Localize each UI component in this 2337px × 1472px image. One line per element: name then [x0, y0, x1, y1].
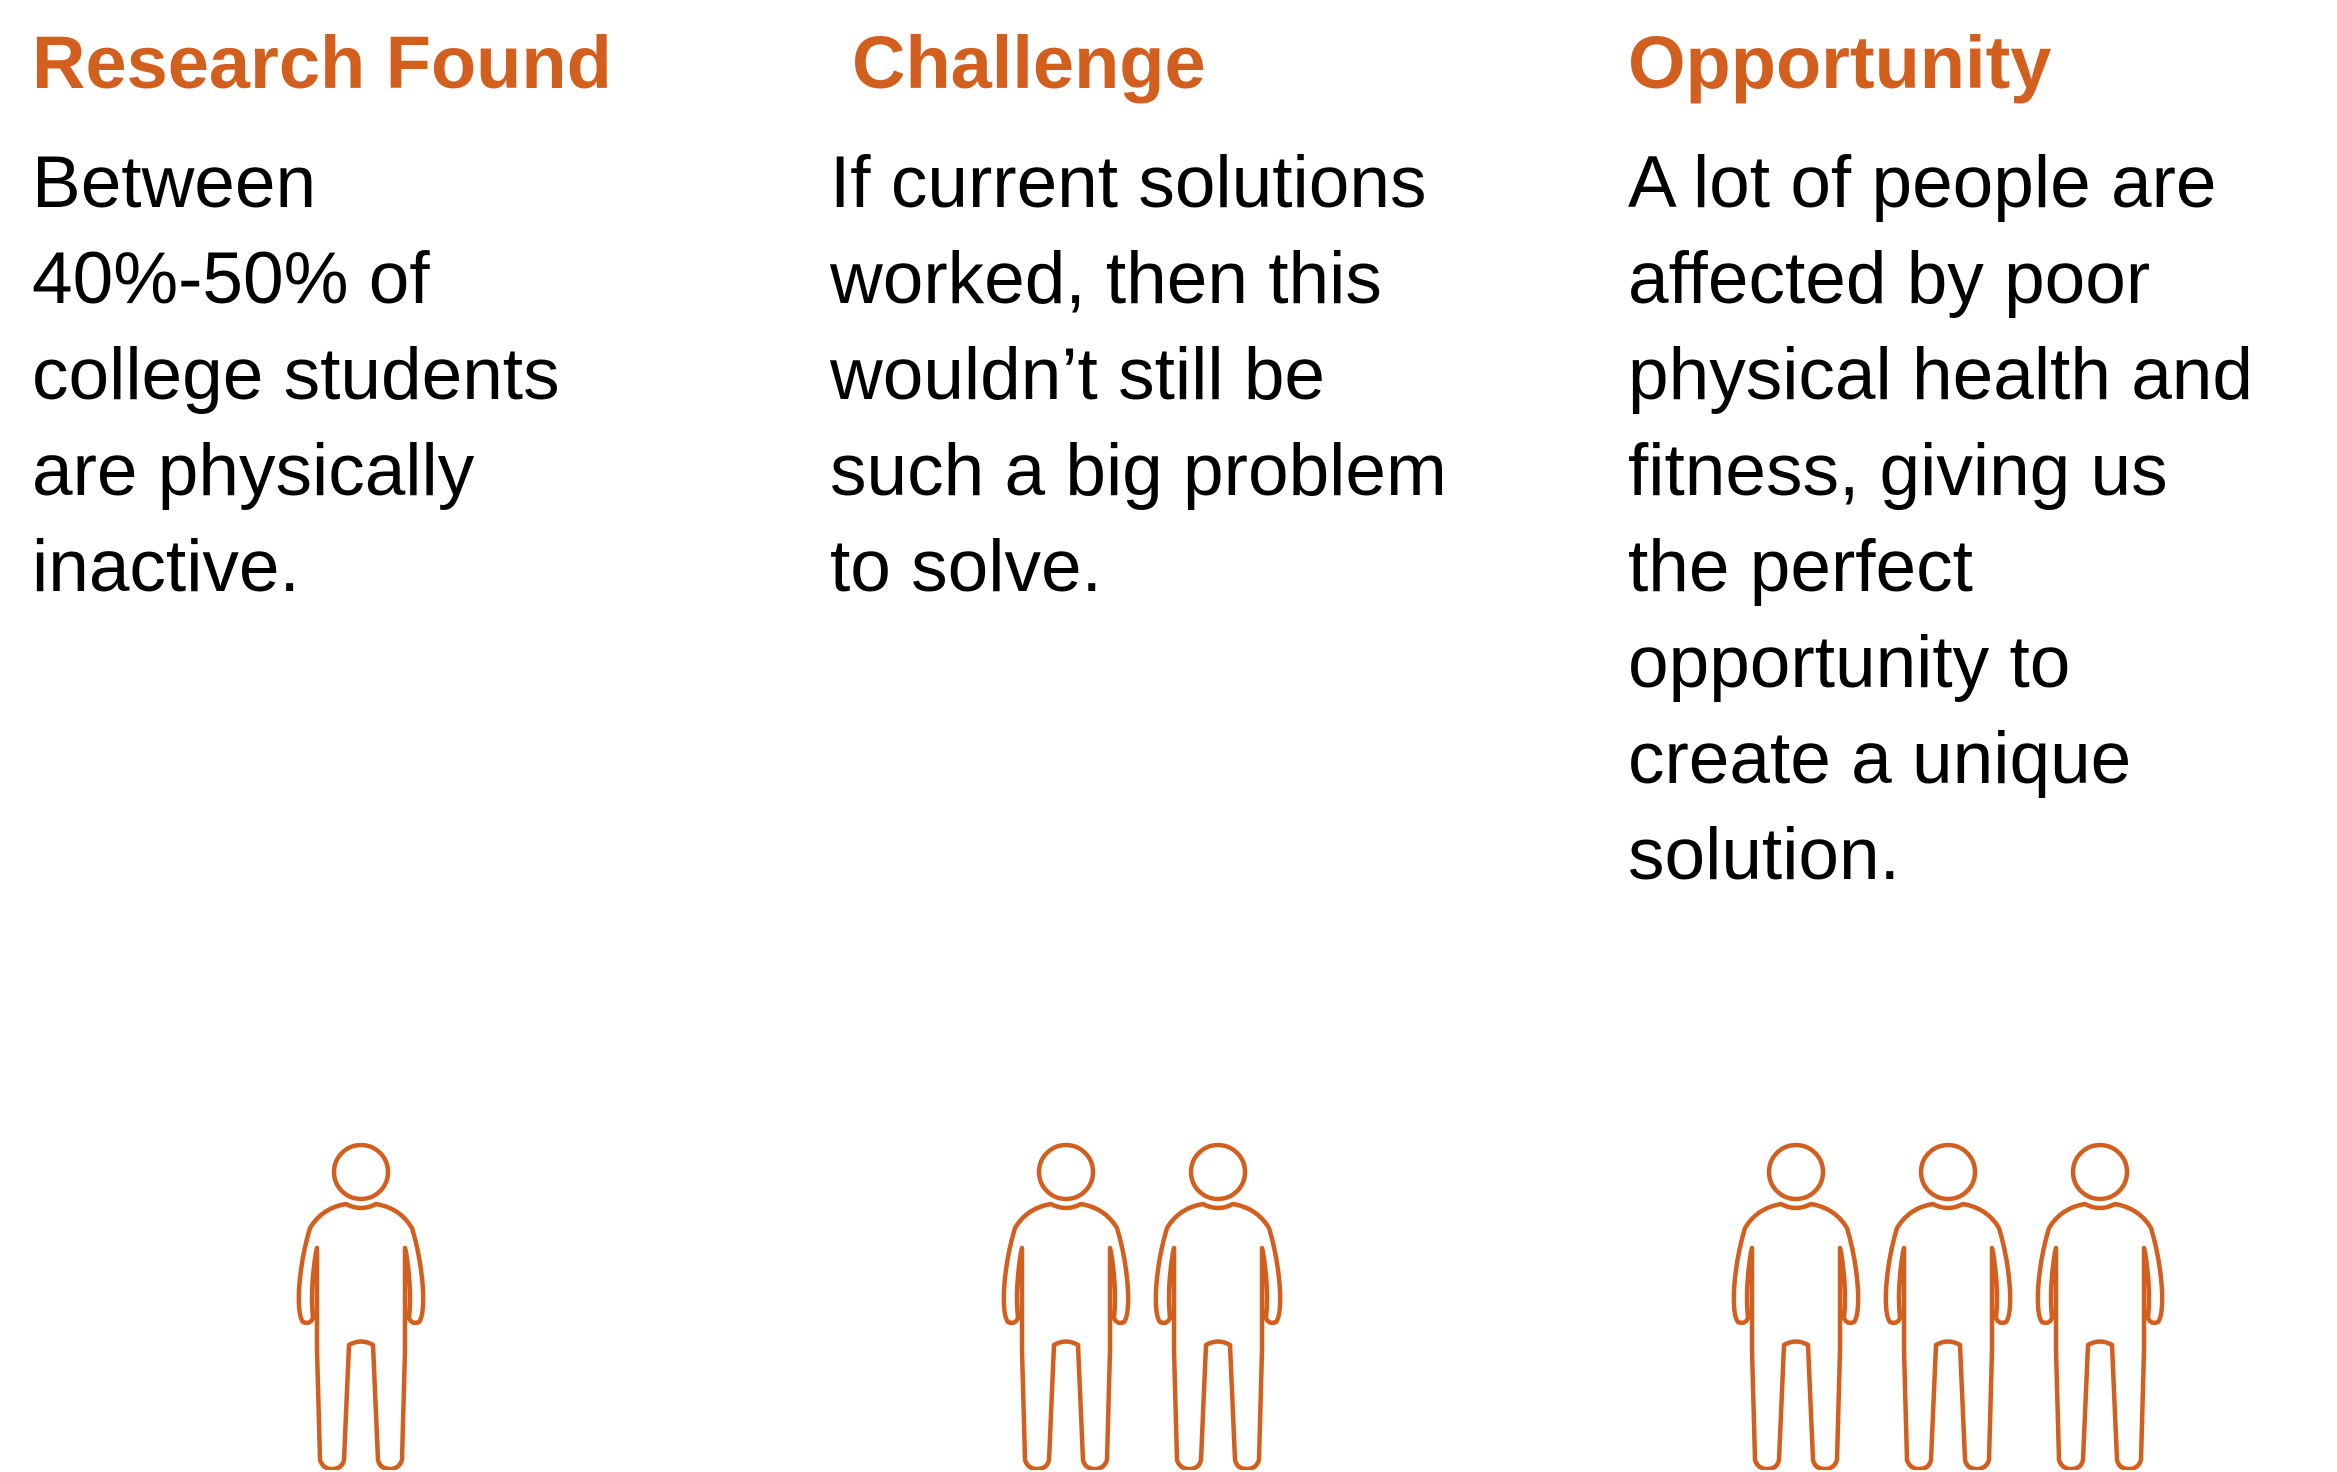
- person-icon: [1152, 1140, 1284, 1470]
- research-found-heading: Research Found: [32, 21, 612, 104]
- research-found-text: Between 40%-50% of college students are …: [32, 142, 560, 607]
- person-icon: [1000, 1140, 1132, 1470]
- person-icon: [1882, 1140, 2014, 1470]
- person-icon: [2034, 1140, 2166, 1470]
- person-icon: [295, 1140, 427, 1470]
- opportunity-figures: [1730, 1140, 2166, 1470]
- person-icon: [1730, 1140, 1862, 1470]
- challenge-heading: Challenge: [852, 21, 1206, 104]
- research-found-figures: [295, 1140, 427, 1470]
- opportunity-text: A lot of people are affected by poor phy…: [1628, 142, 2253, 895]
- challenge-figures: [1000, 1140, 1284, 1470]
- opportunity-heading: Opportunity: [1628, 21, 2052, 104]
- challenge-text: If current solutions worked, then this w…: [830, 142, 1447, 607]
